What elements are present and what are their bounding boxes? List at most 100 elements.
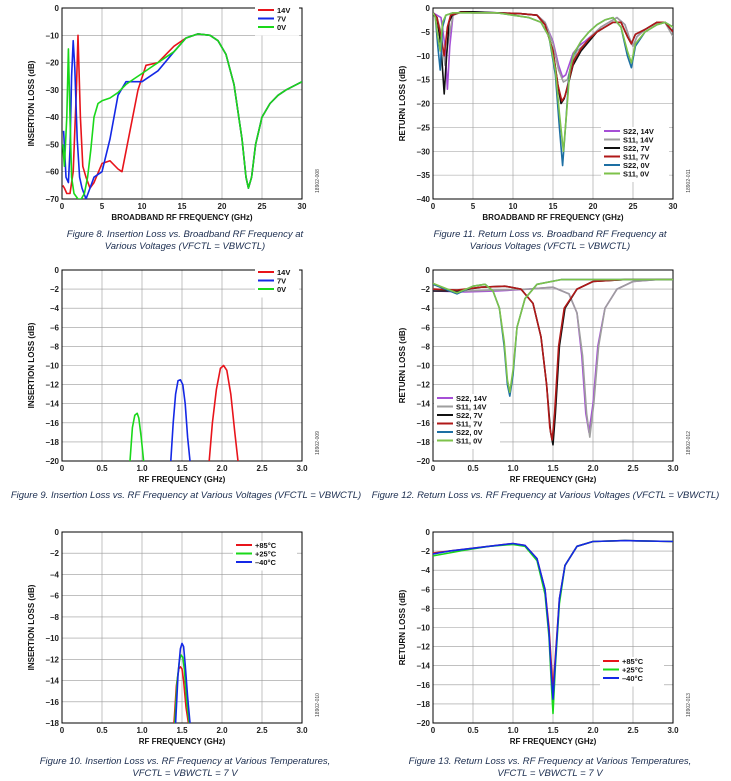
- y-tick-label: –50: [46, 140, 60, 149]
- y-tick-label: –20: [417, 719, 431, 728]
- x-tick-label: 3.0: [296, 464, 308, 473]
- y-tick-label: –8: [421, 604, 430, 613]
- legend-label: S11, 7V: [623, 153, 649, 162]
- y-tick-label: –12: [417, 381, 431, 390]
- y-tick-label: –20: [417, 457, 431, 466]
- x-tick-label: 2.5: [627, 726, 639, 735]
- legend-label: S22, 0V: [456, 428, 483, 437]
- y-tick-label: –2: [421, 285, 430, 294]
- y-tick-label: –12: [46, 655, 60, 664]
- y-tick-label: –10: [46, 634, 60, 643]
- y-tick-label: –8: [50, 342, 59, 351]
- x-tick-label: 20: [589, 202, 598, 211]
- y-tick-label: –8: [421, 342, 430, 351]
- y-tick-label: –35: [417, 171, 431, 180]
- y-tick-label: –12: [46, 381, 60, 390]
- x-tick-label: 5: [100, 202, 105, 211]
- legend-label: S11, 0V: [456, 437, 482, 446]
- figure-id: 18902-011: [686, 169, 692, 193]
- x-tick-label: 15: [549, 202, 558, 211]
- y-tick-label: –2: [50, 549, 59, 558]
- y-tick-label: –12: [417, 643, 431, 652]
- y-axis-label: INSERTION LOSS (dB): [27, 584, 36, 670]
- series-line: [208, 364, 239, 461]
- y-tick-label: –4: [50, 570, 59, 579]
- y-tick-label: –18: [46, 438, 60, 447]
- y-tick-label: –6: [50, 323, 59, 332]
- x-tick-label: 2.0: [216, 726, 228, 735]
- series-line: [174, 642, 191, 723]
- figure-9-caption: Figure 9. Insertion Loss vs. RF Frequenc…: [0, 490, 372, 502]
- legend-label: 14V: [277, 268, 290, 277]
- x-axis-label: RF FREQUENCY (GHz): [510, 475, 597, 484]
- y-tick-label: –14: [46, 677, 60, 686]
- y-tick-label: –14: [417, 662, 431, 671]
- y-tick-label: –6: [421, 585, 430, 594]
- y-tick-label: –25: [417, 123, 431, 132]
- caption-line: Figure 8. Insertion Loss vs. Broadband R…: [66, 229, 304, 240]
- x-tick-label: 1.0: [136, 726, 148, 735]
- y-tick-label: –2: [50, 285, 59, 294]
- y-tick-label: –70: [46, 195, 60, 204]
- figure-id: 18902-013: [686, 693, 692, 717]
- series-line: [433, 539, 673, 700]
- series-line: [62, 33, 302, 195]
- series-line: [433, 11, 673, 102]
- caption-line: Figure 12. Return Loss vs. RF Frequency …: [371, 490, 720, 501]
- legend-label: +25°C: [622, 666, 644, 675]
- y-tick-label: –15: [417, 76, 431, 85]
- y-tick-label: –30: [417, 147, 431, 156]
- x-tick-label: 15: [178, 202, 187, 211]
- caption-line: Figure 13. Return Loss vs. RF Frequency …: [408, 756, 692, 767]
- y-tick-label: –6: [50, 592, 59, 601]
- caption-line: VFCTL = VBWCTL = 7 V: [497, 768, 603, 779]
- x-tick-label: 3.0: [296, 726, 308, 735]
- y-tick-label: –60: [46, 168, 60, 177]
- series-line: [433, 278, 673, 441]
- figure-12-caption: Figure 12. Return Loss vs. RF Frequency …: [360, 490, 731, 502]
- x-tick-label: 0: [431, 464, 436, 473]
- legend-label: S11, 0V: [623, 170, 649, 179]
- y-tick-label: –18: [417, 438, 431, 447]
- y-tick-label: –8: [50, 613, 59, 622]
- x-tick-label: 3.0: [667, 726, 679, 735]
- legend-label: S11, 14V: [623, 136, 653, 145]
- caption-line: Various Voltages (VFCTL = VBWCTL): [469, 241, 631, 252]
- series-line: [62, 33, 302, 199]
- x-tick-label: 2.0: [587, 464, 599, 473]
- y-tick-label: –4: [50, 304, 59, 313]
- y-tick-label: –10: [417, 362, 431, 371]
- y-tick-label: 0: [55, 528, 60, 537]
- y-tick-label: –6: [421, 323, 430, 332]
- plot-frame: [61, 269, 303, 462]
- y-tick-label: –16: [417, 419, 431, 428]
- x-tick-label: 30: [669, 202, 678, 211]
- x-tick-label: 2.5: [627, 464, 639, 473]
- series-line: [433, 278, 673, 394]
- x-tick-label: 0: [60, 202, 65, 211]
- legend-label: 0V: [277, 23, 286, 32]
- x-tick-label: 1.5: [547, 726, 559, 735]
- legend-label: +25°C: [255, 550, 277, 559]
- x-axis-label: BROADBAND RF FREQUENCY (GHz): [482, 213, 624, 222]
- x-axis-label: RF FREQUENCY (GHz): [139, 475, 226, 484]
- plot-frame: [61, 7, 303, 200]
- x-tick-label: 2.5: [256, 726, 268, 735]
- x-tick-label: 1.0: [507, 464, 519, 473]
- x-tick-label: 1.5: [176, 464, 188, 473]
- chart-5: 0 0.5 1.0 1.5 2.0 2.5 3.0 0 –2 –4 –6 –8 –10 –12 –14 –16…: [398, 266, 692, 484]
- x-tick-label: 0.5: [467, 726, 479, 735]
- figure-13-caption: Figure 13. Return Loss vs. RF Frequency …: [380, 756, 720, 780]
- legend-label: 14V: [277, 6, 290, 15]
- x-axis-label: BROADBAND RF FREQUENCY (GHz): [111, 213, 253, 222]
- y-tick-label: –30: [46, 86, 60, 95]
- y-tick-label: –4: [421, 566, 430, 575]
- y-tick-label: 0: [55, 266, 60, 275]
- y-tick-label: 0: [426, 528, 431, 537]
- x-tick-label: 2.0: [587, 726, 599, 735]
- chart-3: 0 0.5 1.0 1.5 2.0 2.5 3.0 0 –2 –4 –6 –8 –10 –12 –14 –16…: [27, 528, 321, 746]
- legend-label: 0V: [277, 285, 286, 294]
- y-tick-label: –10: [417, 624, 431, 633]
- y-tick-label: –20: [46, 457, 60, 466]
